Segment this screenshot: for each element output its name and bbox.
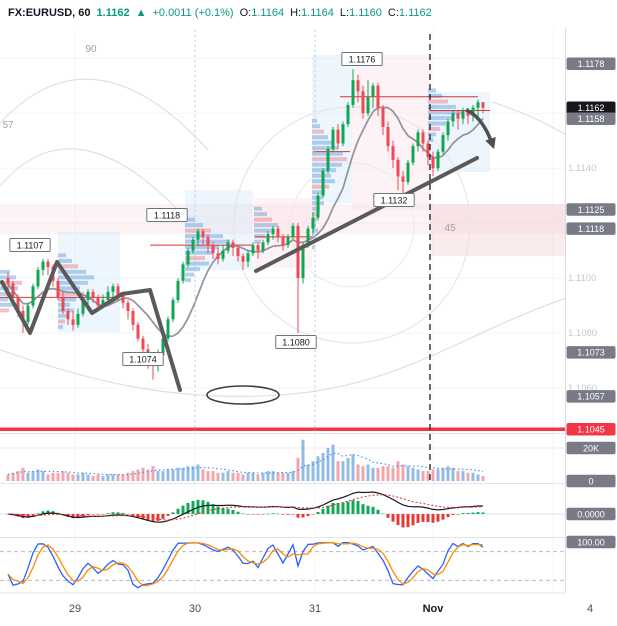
- drawings[interactable]: [0, 30, 496, 481]
- price-axis[interactable]: 1.11401.11001.10801.10601.11781.11621.11…: [565, 26, 617, 626]
- svg-text:0.0000: 0.0000: [577, 509, 605, 519]
- candles: [6, 69, 485, 380]
- svg-text:1.1132: 1.1132: [381, 196, 408, 206]
- change-arrow-icon: ▲: [135, 7, 147, 19]
- angle-label: 57: [2, 120, 14, 131]
- axis-badge: [566, 423, 616, 436]
- svg-text:100.00: 100.00: [577, 537, 605, 547]
- time-axis-label: 30: [189, 603, 201, 615]
- svg-text:1.1118: 1.1118: [154, 211, 180, 221]
- axis-tick-label: 1.1100: [568, 273, 596, 284]
- svg-text:1.1178: 1.1178: [578, 59, 605, 69]
- price-tag-box: [373, 193, 415, 207]
- svg-text:0: 0: [588, 476, 593, 486]
- time-axis-label: 31: [309, 603, 321, 615]
- axis-badge: [566, 535, 616, 549]
- time-axis-label: 4: [587, 603, 593, 615]
- last-price: 1.1162: [96, 7, 130, 19]
- forecast-arrow-drawing: [465, 108, 496, 150]
- stochastic-pane[interactable]: [0, 541, 565, 589]
- price-change: +0.0011 (+0.1%): [152, 7, 234, 19]
- chart-legend: FX:EURUSD, 60 1.1162 ▲ +0.0011 (+0.1%) O…: [0, 0, 617, 26]
- axis-tick-label: 1.1060: [568, 383, 597, 394]
- macd-pane[interactable]: [0, 491, 565, 528]
- angle-label: 90: [85, 44, 97, 55]
- time-axis-label: 29: [69, 603, 81, 615]
- angle-label: 45: [444, 223, 456, 234]
- price-pane[interactable]: [0, 55, 565, 332]
- price-tag-box: [9, 238, 51, 252]
- time-axis[interactable]: 29 30 31 Nov 4: [0, 594, 617, 626]
- price-tag-box: [122, 352, 164, 366]
- svg-text:1.1080: 1.1080: [282, 338, 310, 348]
- ohlc-low: L:1.1160: [339, 7, 382, 19]
- axis-badge: [566, 57, 616, 71]
- svg-text:1.1162: 1.1162: [578, 103, 605, 113]
- ohlc-close: C:1.1162: [387, 7, 432, 19]
- price-tag-box: [146, 208, 188, 222]
- ohlc-high: H:1.1164: [290, 7, 334, 19]
- gann-arcs: [0, 78, 586, 398]
- price-tag-box: [275, 335, 317, 349]
- svg-text:20K: 20K: [583, 443, 599, 453]
- svg-text:1.1125: 1.1125: [578, 205, 605, 215]
- axis-badge: [566, 112, 616, 125]
- svg-text:1.1073: 1.1073: [577, 348, 605, 358]
- axis-badge: [566, 346, 616, 359]
- axis-badge: [566, 441, 616, 455]
- axis-tick-label: 1.1140: [568, 163, 596, 174]
- trendline-drawing: [254, 156, 479, 273]
- volume-pane[interactable]: [0, 439, 565, 481]
- zigzag-drawing: [0, 260, 182, 392]
- axis-badge: [566, 390, 616, 403]
- volume-ma-dotted: [7, 452, 484, 476]
- svg-text:1.1057: 1.1057: [577, 392, 605, 402]
- axis-tick-label: 1.1080: [568, 328, 597, 339]
- svg-text:1.1045: 1.1045: [577, 425, 605, 435]
- svg-text:1.1158: 1.1158: [578, 114, 605, 124]
- axis-badge: [566, 222, 616, 235]
- axis-badge: [566, 101, 616, 115]
- ellipse-drawing: [206, 385, 280, 405]
- svg-text:1.1074: 1.1074: [129, 355, 157, 365]
- axis-badge: [566, 507, 616, 521]
- ohlc-open: O:1.1164: [239, 7, 285, 19]
- svg-text:1.1176: 1.1176: [349, 55, 376, 65]
- price-tag-box: [341, 52, 383, 66]
- symbol-title[interactable]: FX:EURUSD, 60: [8, 7, 91, 19]
- axis-badge: [566, 474, 616, 488]
- axis-badge: [566, 203, 616, 216]
- price-tag-annotations[interactable]: 1.1176 1.1132 1.1118 1.1107 1.1074 1.1080 90 57…: [2, 44, 456, 366]
- svg-text:1.1107: 1.1107: [17, 241, 44, 251]
- time-axis-label: Nov: [423, 603, 445, 615]
- svg-text:1.1118: 1.1118: [578, 224, 604, 234]
